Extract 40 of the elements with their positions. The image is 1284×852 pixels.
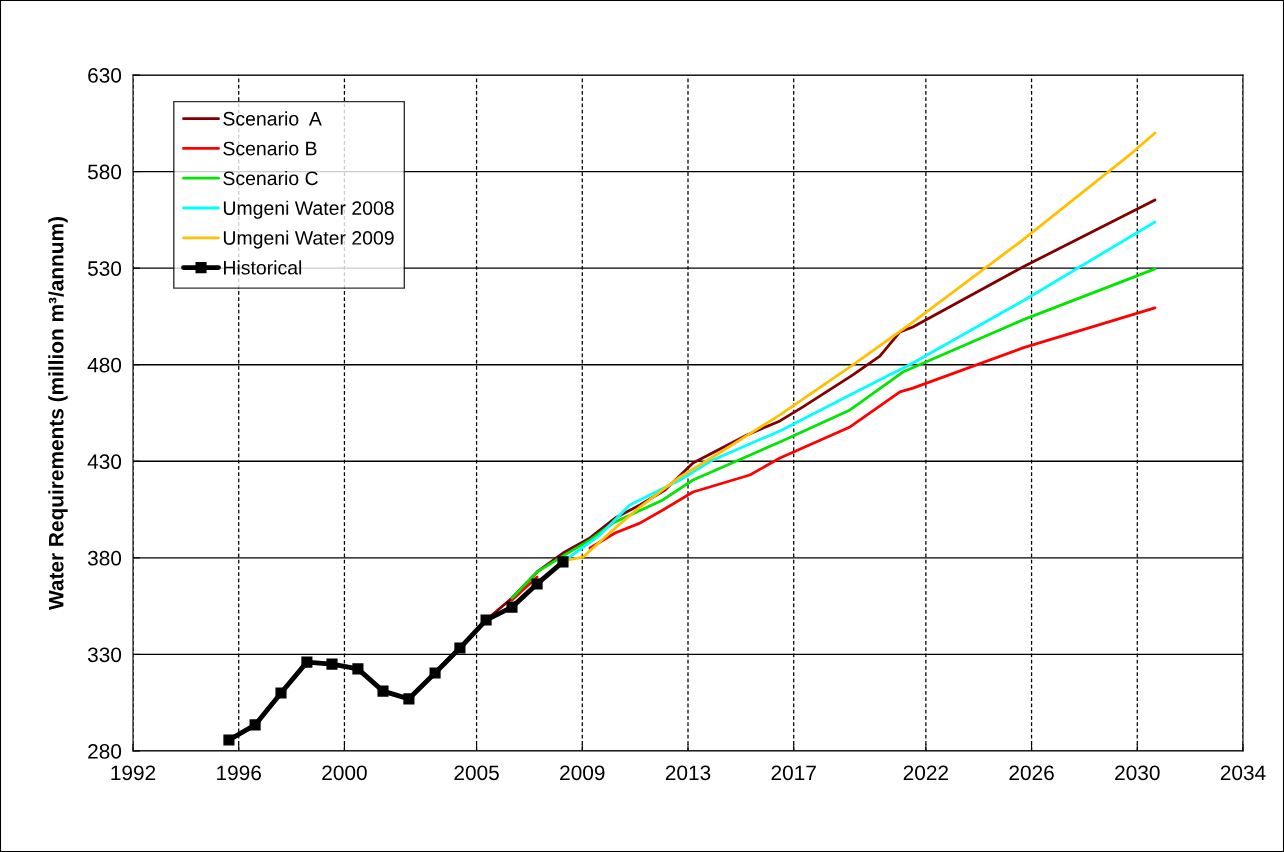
y-tick-label: 480	[87, 357, 122, 373]
x-tick-label: 2000	[322, 765, 367, 781]
legend-label: Historical	[224, 260, 302, 275]
x-tick-label: 2022	[903, 765, 948, 781]
point	[480, 614, 492, 626]
point	[454, 642, 466, 654]
x-tick-label: 2034	[1220, 765, 1266, 781]
y-tick-label: 330	[87, 647, 122, 663]
y-tick-label: 280	[88, 744, 122, 759]
x-tick-label: 2005	[454, 765, 499, 781]
x-tick-label: 2013	[665, 765, 711, 781]
x-tick-label: 2009	[560, 765, 605, 781]
point	[557, 556, 569, 568]
x-tick-label: 2017	[771, 765, 816, 781]
x-tick-label: 2026	[1009, 765, 1054, 781]
point	[506, 601, 518, 613]
point	[377, 685, 389, 697]
y-tick-label: 380	[87, 550, 122, 566]
x-tick-label: 1992	[111, 765, 156, 781]
point	[429, 667, 441, 679]
point	[403, 693, 415, 705]
y-tick-label: 430	[87, 454, 122, 470]
point	[326, 658, 338, 670]
x-tick-label: 1996	[217, 765, 261, 781]
point	[249, 719, 261, 731]
y-tick-label: 630	[88, 68, 122, 83]
legend-label: Scenario A	[223, 111, 322, 126]
point	[275, 687, 287, 699]
y-axis-title: Water Requirements (million m³/annum)	[48, 217, 68, 610]
y-tick-label: 580	[87, 164, 122, 180]
legend-label: Umgeni Water 2009	[223, 230, 394, 249]
point	[352, 663, 364, 675]
legend-label: Scenario C	[223, 170, 318, 186]
point	[223, 734, 235, 746]
y-tick-label: 530	[87, 261, 122, 276]
point	[531, 578, 543, 590]
point	[301, 656, 313, 668]
legend-label: Umgeni Water 2008	[223, 200, 394, 219]
legend-label: Scenario B	[223, 141, 317, 156]
x-tick-label: 2030	[1115, 765, 1160, 781]
